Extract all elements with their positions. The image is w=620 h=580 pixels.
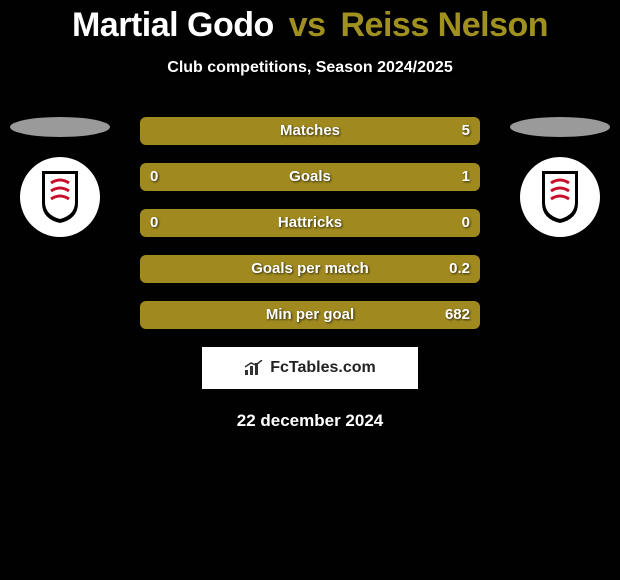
fulham-shield-icon: [39, 169, 81, 225]
stat-value-player2: 682: [445, 301, 470, 329]
player2-photo-placeholder: [510, 117, 610, 137]
stat-row: Matches5: [140, 117, 480, 145]
watermark: FcTables.com: [202, 347, 418, 389]
content-area: Matches5Goals01Hattricks00Goals per matc…: [0, 117, 620, 431]
stat-label: Hattricks: [140, 209, 480, 237]
stat-label: Goals: [140, 163, 480, 191]
vs-text: vs: [289, 6, 326, 44]
date-text: 22 december 2024: [0, 411, 620, 431]
stat-value-player2: 0.2: [449, 255, 470, 283]
stat-value-player2: 5: [462, 117, 470, 145]
stat-bars: Matches5Goals01Hattricks00Goals per matc…: [140, 117, 480, 329]
stat-row: Goals0 1: [140, 163, 480, 191]
player2-name: Reiss Nelson: [341, 6, 549, 44]
badge-circle: [20, 157, 100, 237]
chart-icon: [244, 360, 264, 376]
player1-name: Martial Godo: [72, 6, 274, 44]
player1-photo-placeholder: [10, 117, 110, 137]
subtitle: Club competitions, Season 2024/2025: [0, 59, 620, 77]
badge-circle: [520, 157, 600, 237]
comparison-infographic: Martial Godo vs Reiss Nelson Club compet…: [0, 6, 620, 431]
fulham-shield-icon: [539, 169, 581, 225]
stat-row: Min per goal682: [140, 301, 480, 329]
player2-club-badge: [520, 157, 600, 237]
player1-club-badge: [20, 157, 100, 237]
stat-value-player2: 0: [462, 209, 470, 237]
player2-side: [510, 117, 610, 237]
watermark-text: FcTables.com: [270, 359, 376, 377]
stat-value-player1: 0: [150, 209, 158, 237]
stat-row: Goals per match0.2: [140, 255, 480, 283]
player1-side: [10, 117, 110, 237]
stat-value-player2: 1: [462, 163, 470, 191]
stat-label: Matches: [140, 117, 480, 145]
stat-label: Goals per match: [140, 255, 480, 283]
page-title: Martial Godo vs Reiss Nelson: [0, 6, 620, 45]
stat-label: Min per goal: [140, 301, 480, 329]
stat-row: Hattricks0 0: [140, 209, 480, 237]
stat-value-player1: 0: [150, 163, 158, 191]
